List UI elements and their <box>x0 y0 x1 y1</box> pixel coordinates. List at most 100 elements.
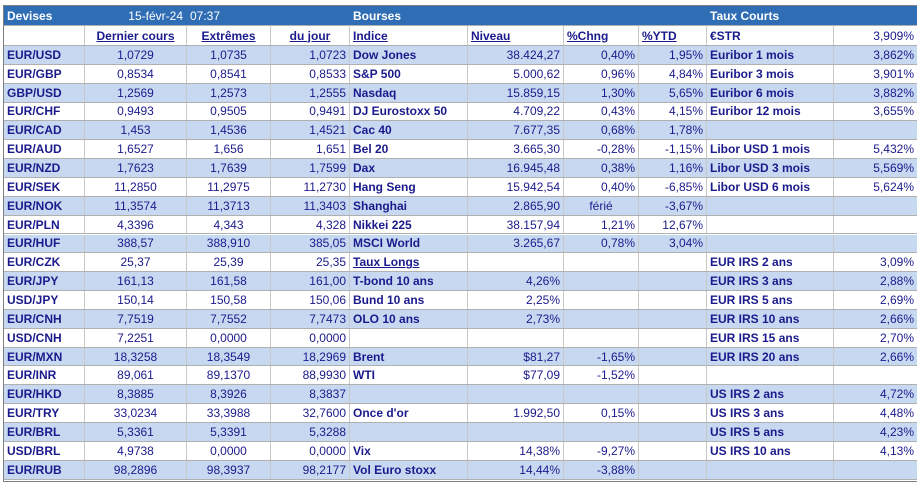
last-price-cell: 150,14 <box>85 291 187 309</box>
index-name-cell: Cac 40 <box>350 121 468 140</box>
table-row: EUR/JPY 161,13 161,58 161,00 T-bond 10 ans 4,… <box>4 272 917 292</box>
table-row: EUR/GBP 0,8534 0,8541 0,8533 S&P 500 5.000,62… <box>4 64 917 84</box>
index-level-cell: 15.859,15 <box>468 83 564 102</box>
day-high-cell: 0,8541 <box>187 64 271 83</box>
rate-name-cell: Euribor 3 mois <box>707 64 834 83</box>
day-high-cell: 18,3549 <box>187 347 271 366</box>
change-pct-cell: 1,30% <box>564 83 639 102</box>
rate-value-cell: 5,624% <box>873 179 914 194</box>
last-price-cell: 5,3361 <box>85 423 187 441</box>
last-price-cell: 161,13 <box>85 272 187 291</box>
table-row: EUR/MXN 18,3258 18,3549 18,2969 Brent $81,27-… <box>4 347 917 367</box>
index-name-cell: S&P 500 <box>350 64 468 83</box>
index-name-cell: Once d'or <box>350 404 468 422</box>
day-high-cell: 8,3926 <box>187 385 271 404</box>
index-level-cell: 3.265,67 <box>468 234 564 253</box>
last-price-cell: 0,9493 <box>85 102 187 121</box>
index-level-cell: 4,26% <box>468 272 564 291</box>
index-level-cell <box>468 253 564 272</box>
day-high-cell: 388,910 <box>187 234 271 253</box>
day-high-cell: 0,9505 <box>187 102 271 121</box>
estr-label: €STR <box>707 26 834 45</box>
day-high-cell: 33,3988 <box>187 404 271 422</box>
change-pct-cell: 0,78% <box>564 234 639 253</box>
rate-value-cell <box>834 121 917 139</box>
currency-pair-cell: EUR/NZD <box>4 159 85 177</box>
rate-value-cell: 5,432% <box>873 142 914 157</box>
currency-pair-cell: EUR/NOK <box>4 196 85 215</box>
day-high-cell: 5,3391 <box>187 423 271 441</box>
change-pct-cell <box>564 385 639 404</box>
rate-value-cell: 4,72% <box>879 387 914 402</box>
day-low-cell: 0,8533 <box>271 64 350 83</box>
day-low-cell: 25,35 <box>271 253 350 272</box>
last-price-cell: 33,0234 <box>85 404 187 422</box>
header-row: Dernier cours Extrêmes du jour Indice Niveau… <box>4 26 917 46</box>
index-level-cell: 14,44% <box>468 460 564 479</box>
table-row: USD/BRL 4,9738 0,0000 0,0000 Vix 14,38% -9,27%… <box>4 441 917 461</box>
ytd-pct-cell: 5,65% <box>639 83 707 102</box>
last-price-cell: 1,0729 <box>85 46 187 64</box>
rate-name-cell: Euribor 1 mois <box>707 46 834 64</box>
ytd-pct-cell <box>639 253 707 272</box>
rate-name-cell <box>707 460 834 479</box>
title-empty <box>468 6 564 25</box>
day-low-cell: 11,3403 <box>271 196 350 215</box>
change-pct-cell: 1,21% <box>564 215 639 234</box>
day-low-cell: 1,7599 <box>271 159 350 177</box>
currency-pair-cell: USD/CNH <box>4 328 85 347</box>
table-row: EUR/SEK 11,2850 11,2975 11,2730 Hang Seng 15.… <box>4 177 917 197</box>
currency-pair-cell: EUR/CNH <box>4 309 85 328</box>
devises-label: Devises <box>4 6 85 25</box>
change-pct-cell <box>564 253 639 272</box>
currency-pair-cell: EUR/SEK <box>4 177 85 196</box>
day-high-cell: 1,0735 <box>187 46 271 64</box>
change-pct-cell: -9,27% <box>564 441 639 460</box>
table-row: USD/JPY 150,14 150,58 150,06 Bund 10 ans 2,25… <box>4 291 917 310</box>
rate-value-cell: 3,09% <box>879 255 914 270</box>
ytd-pct-cell <box>639 328 707 347</box>
rate-value-cell: 2,88% <box>879 274 914 289</box>
index-level-cell: 2,25% <box>468 291 564 309</box>
title-empty <box>271 6 350 25</box>
header-indice: Indice <box>350 26 468 45</box>
index-name-cell: Bund 10 ans <box>350 291 468 309</box>
report-time: 07:37 <box>187 6 271 25</box>
table-row: EUR/AUD 1,6527 1,656 1,651 Bel 20 3.665,30 -0,… <box>4 140 917 160</box>
index-level-cell <box>468 328 564 347</box>
estr-value: 3,909% <box>873 28 914 43</box>
change-pct-cell: 0,40% <box>564 46 639 64</box>
day-low-cell: 150,06 <box>271 291 350 309</box>
rate-name-cell: Euribor 6 mois <box>707 83 834 102</box>
day-low-cell: 18,2969 <box>271 347 350 366</box>
currency-pair-cell: EUR/CHF <box>4 102 85 121</box>
change-pct-cell: -0,28% <box>564 140 639 159</box>
rate-value-cell: 4,13% <box>879 443 914 458</box>
rate-value-cell: 4,48% <box>879 406 914 421</box>
day-low-cell: 161,00 <box>271 272 350 291</box>
ytd-pct-cell: 1,78% <box>639 121 707 140</box>
currency-pair-cell: EUR/AUD <box>4 140 85 159</box>
change-pct-cell: 0,40% <box>564 177 639 196</box>
index-name-cell: Vix <box>350 441 468 460</box>
ytd-pct-cell: 1,95% <box>639 46 707 64</box>
rate-name-cell <box>707 366 834 385</box>
rate-value-cell: 3,882% <box>873 85 914 100</box>
change-pct-cell: -1,52% <box>564 366 639 385</box>
rate-name-cell <box>707 215 834 234</box>
last-price-cell: 18,3258 <box>85 347 187 366</box>
rate-name-cell: EUR IRS 5 ans <box>707 291 834 309</box>
currency-pair-cell: EUR/JPY <box>4 272 85 291</box>
rate-name-cell: US IRS 5 ans <box>707 423 834 441</box>
last-price-cell: 25,37 <box>85 253 187 272</box>
day-low-cell: 0,9491 <box>271 102 350 121</box>
rate-value-cell: 3,901% <box>873 66 914 81</box>
table-row: USD/CNH 7,2251 0,0000 0,0000 EUR IRS 15 ans 2… <box>4 328 917 348</box>
change-pct-cell <box>564 328 639 347</box>
index-level-cell <box>468 423 564 441</box>
index-name-cell: Nikkei 225 <box>350 215 468 234</box>
ytd-pct-cell <box>639 441 707 460</box>
ytd-pct-cell <box>639 385 707 404</box>
header-dernier-cours: Dernier cours <box>85 26 187 45</box>
currency-pair-cell: EUR/INR <box>4 366 85 385</box>
